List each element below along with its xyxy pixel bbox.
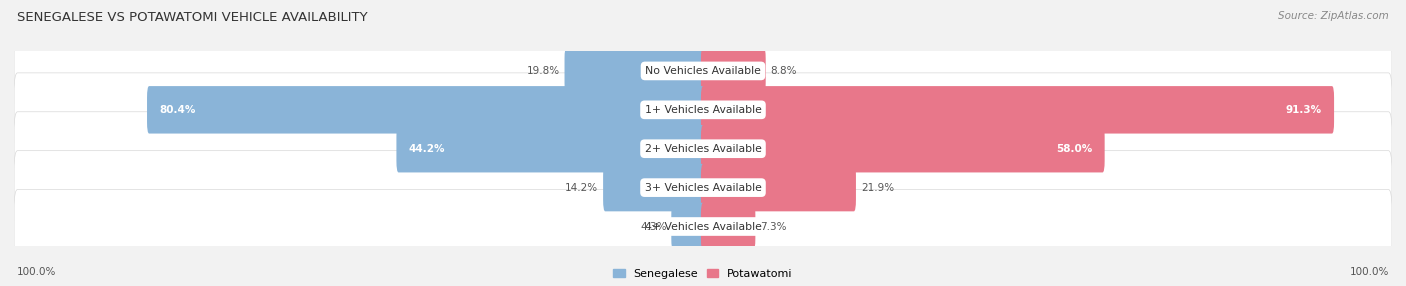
FancyBboxPatch shape [671,203,704,250]
FancyBboxPatch shape [14,151,1392,225]
FancyBboxPatch shape [14,190,1392,263]
Text: 100.0%: 100.0% [17,267,56,277]
FancyBboxPatch shape [14,112,1392,186]
Text: 91.3%: 91.3% [1285,105,1322,115]
Text: 80.4%: 80.4% [159,105,195,115]
FancyBboxPatch shape [702,125,1105,172]
Text: Source: ZipAtlas.com: Source: ZipAtlas.com [1278,11,1389,21]
FancyBboxPatch shape [148,86,704,134]
Legend: Senegalese, Potawatomi: Senegalese, Potawatomi [609,264,797,283]
Text: 58.0%: 58.0% [1056,144,1092,154]
Text: 7.3%: 7.3% [761,222,787,231]
Text: 100.0%: 100.0% [1350,267,1389,277]
FancyBboxPatch shape [565,47,704,95]
Text: 44.2%: 44.2% [409,144,446,154]
Text: SENEGALESE VS POTAWATOMI VEHICLE AVAILABILITY: SENEGALESE VS POTAWATOMI VEHICLE AVAILAB… [17,11,367,24]
Text: 1+ Vehicles Available: 1+ Vehicles Available [644,105,762,115]
Text: 21.9%: 21.9% [860,183,894,192]
Text: 3+ Vehicles Available: 3+ Vehicles Available [644,183,762,192]
Text: 4+ Vehicles Available: 4+ Vehicles Available [644,222,762,231]
FancyBboxPatch shape [702,86,1334,134]
FancyBboxPatch shape [14,73,1392,147]
FancyBboxPatch shape [702,164,856,211]
FancyBboxPatch shape [702,203,755,250]
FancyBboxPatch shape [14,34,1392,108]
Text: 14.2%: 14.2% [565,183,599,192]
FancyBboxPatch shape [702,47,766,95]
Text: 2+ Vehicles Available: 2+ Vehicles Available [644,144,762,154]
FancyBboxPatch shape [396,125,704,172]
FancyBboxPatch shape [603,164,704,211]
Text: No Vehicles Available: No Vehicles Available [645,66,761,76]
Text: 19.8%: 19.8% [527,66,560,76]
Text: 4.3%: 4.3% [640,222,666,231]
Text: 8.8%: 8.8% [770,66,797,76]
